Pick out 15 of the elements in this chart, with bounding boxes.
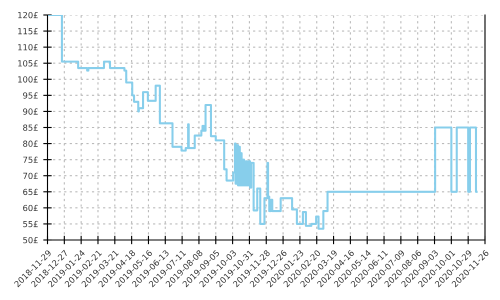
y-tick-label: 65£ <box>23 188 38 196</box>
y-tick-label: 60£ <box>23 204 38 212</box>
y-tick-label: 85£ <box>23 124 38 131</box>
y-tick-label: 80£ <box>23 140 38 147</box>
y-tick-label: 110£ <box>18 44 38 50</box>
y-tick-label: 100£ <box>18 76 38 83</box>
y-tick-label: 115£ <box>18 28 38 34</box>
y-tick-label: 70£ <box>23 172 38 179</box>
y-tick-label: 75£ <box>23 156 38 163</box>
y-tick-label: 120£ <box>18 12 38 18</box>
y-tick-label: 90£ <box>23 108 38 115</box>
y-tick-label: 50£ <box>23 236 38 244</box>
y-tick-label: 55£ <box>23 220 38 228</box>
y-tick-label: 105£ <box>18 60 38 66</box>
y-tick-label: 95£ <box>23 92 38 99</box>
